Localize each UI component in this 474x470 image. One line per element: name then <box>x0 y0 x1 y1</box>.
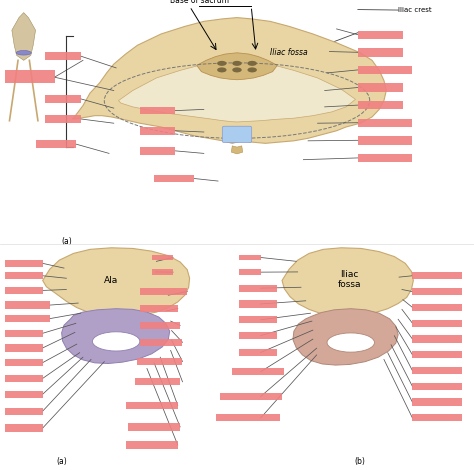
Bar <box>126 441 178 448</box>
Bar <box>358 154 412 162</box>
Bar <box>239 332 277 339</box>
Bar <box>412 272 462 279</box>
Text: Iliac crest: Iliac crest <box>398 7 432 13</box>
Bar <box>5 345 43 352</box>
Text: Iliac
fossa: Iliac fossa <box>338 270 362 289</box>
Bar <box>239 255 261 260</box>
Text: Ala: Ala <box>104 276 118 285</box>
Text: (a): (a) <box>56 457 67 466</box>
Bar <box>239 284 277 292</box>
Bar <box>5 260 43 267</box>
Bar <box>358 31 403 39</box>
Polygon shape <box>12 13 36 60</box>
Bar <box>5 359 43 366</box>
Text: Base of sacrum: Base of sacrum <box>170 0 228 5</box>
Bar <box>412 414 462 422</box>
FancyBboxPatch shape <box>222 126 252 142</box>
Bar <box>412 288 462 295</box>
Bar <box>5 391 43 398</box>
Bar <box>45 115 81 123</box>
Bar <box>239 316 277 323</box>
Circle shape <box>247 67 257 72</box>
Bar <box>36 140 76 149</box>
Bar <box>140 147 175 155</box>
Bar <box>154 175 194 182</box>
Polygon shape <box>197 53 277 80</box>
Bar <box>45 95 81 103</box>
Text: Iliac fossa: Iliac fossa <box>270 48 308 57</box>
Bar <box>412 367 462 374</box>
Polygon shape <box>62 309 170 363</box>
Bar <box>137 358 182 365</box>
Bar <box>412 351 462 358</box>
Polygon shape <box>118 62 356 122</box>
Bar <box>412 383 462 390</box>
Bar <box>140 339 182 346</box>
Bar <box>152 255 173 260</box>
Bar <box>358 48 403 56</box>
Text: (b): (b) <box>355 457 365 466</box>
Bar <box>45 52 81 60</box>
Bar <box>152 269 173 275</box>
Polygon shape <box>231 146 243 154</box>
Polygon shape <box>293 309 398 365</box>
Bar <box>5 287 43 294</box>
Bar <box>5 272 43 279</box>
Bar <box>358 119 412 127</box>
Circle shape <box>232 61 242 66</box>
Ellipse shape <box>327 333 374 352</box>
Bar <box>358 101 403 110</box>
Bar <box>140 288 187 295</box>
Polygon shape <box>282 248 413 316</box>
Bar <box>412 320 462 327</box>
Circle shape <box>247 61 257 66</box>
Polygon shape <box>72 17 386 143</box>
Bar <box>128 423 180 431</box>
Bar <box>239 300 277 307</box>
Circle shape <box>217 61 227 66</box>
Bar <box>140 322 180 329</box>
Bar <box>358 84 403 92</box>
Text: (a): (a) <box>62 237 73 246</box>
Bar <box>140 305 178 312</box>
Bar <box>5 375 43 382</box>
Bar <box>5 70 55 83</box>
Bar <box>140 107 175 114</box>
Ellipse shape <box>92 332 140 351</box>
Bar <box>412 399 462 406</box>
Bar <box>232 368 284 375</box>
Circle shape <box>217 67 227 72</box>
Circle shape <box>232 67 242 72</box>
Bar <box>358 66 412 74</box>
Bar <box>140 127 175 134</box>
Bar <box>5 407 43 415</box>
Bar <box>126 402 178 409</box>
Bar <box>239 349 277 356</box>
Bar <box>216 414 280 422</box>
Bar <box>5 301 50 309</box>
Bar <box>5 329 43 337</box>
Bar <box>412 335 462 343</box>
Bar <box>5 424 43 431</box>
Ellipse shape <box>16 51 31 55</box>
Bar <box>5 315 50 322</box>
Bar <box>358 136 412 145</box>
Bar <box>220 393 282 400</box>
Bar <box>412 304 462 311</box>
Bar <box>135 378 180 385</box>
Bar <box>239 269 261 275</box>
Polygon shape <box>43 248 190 316</box>
